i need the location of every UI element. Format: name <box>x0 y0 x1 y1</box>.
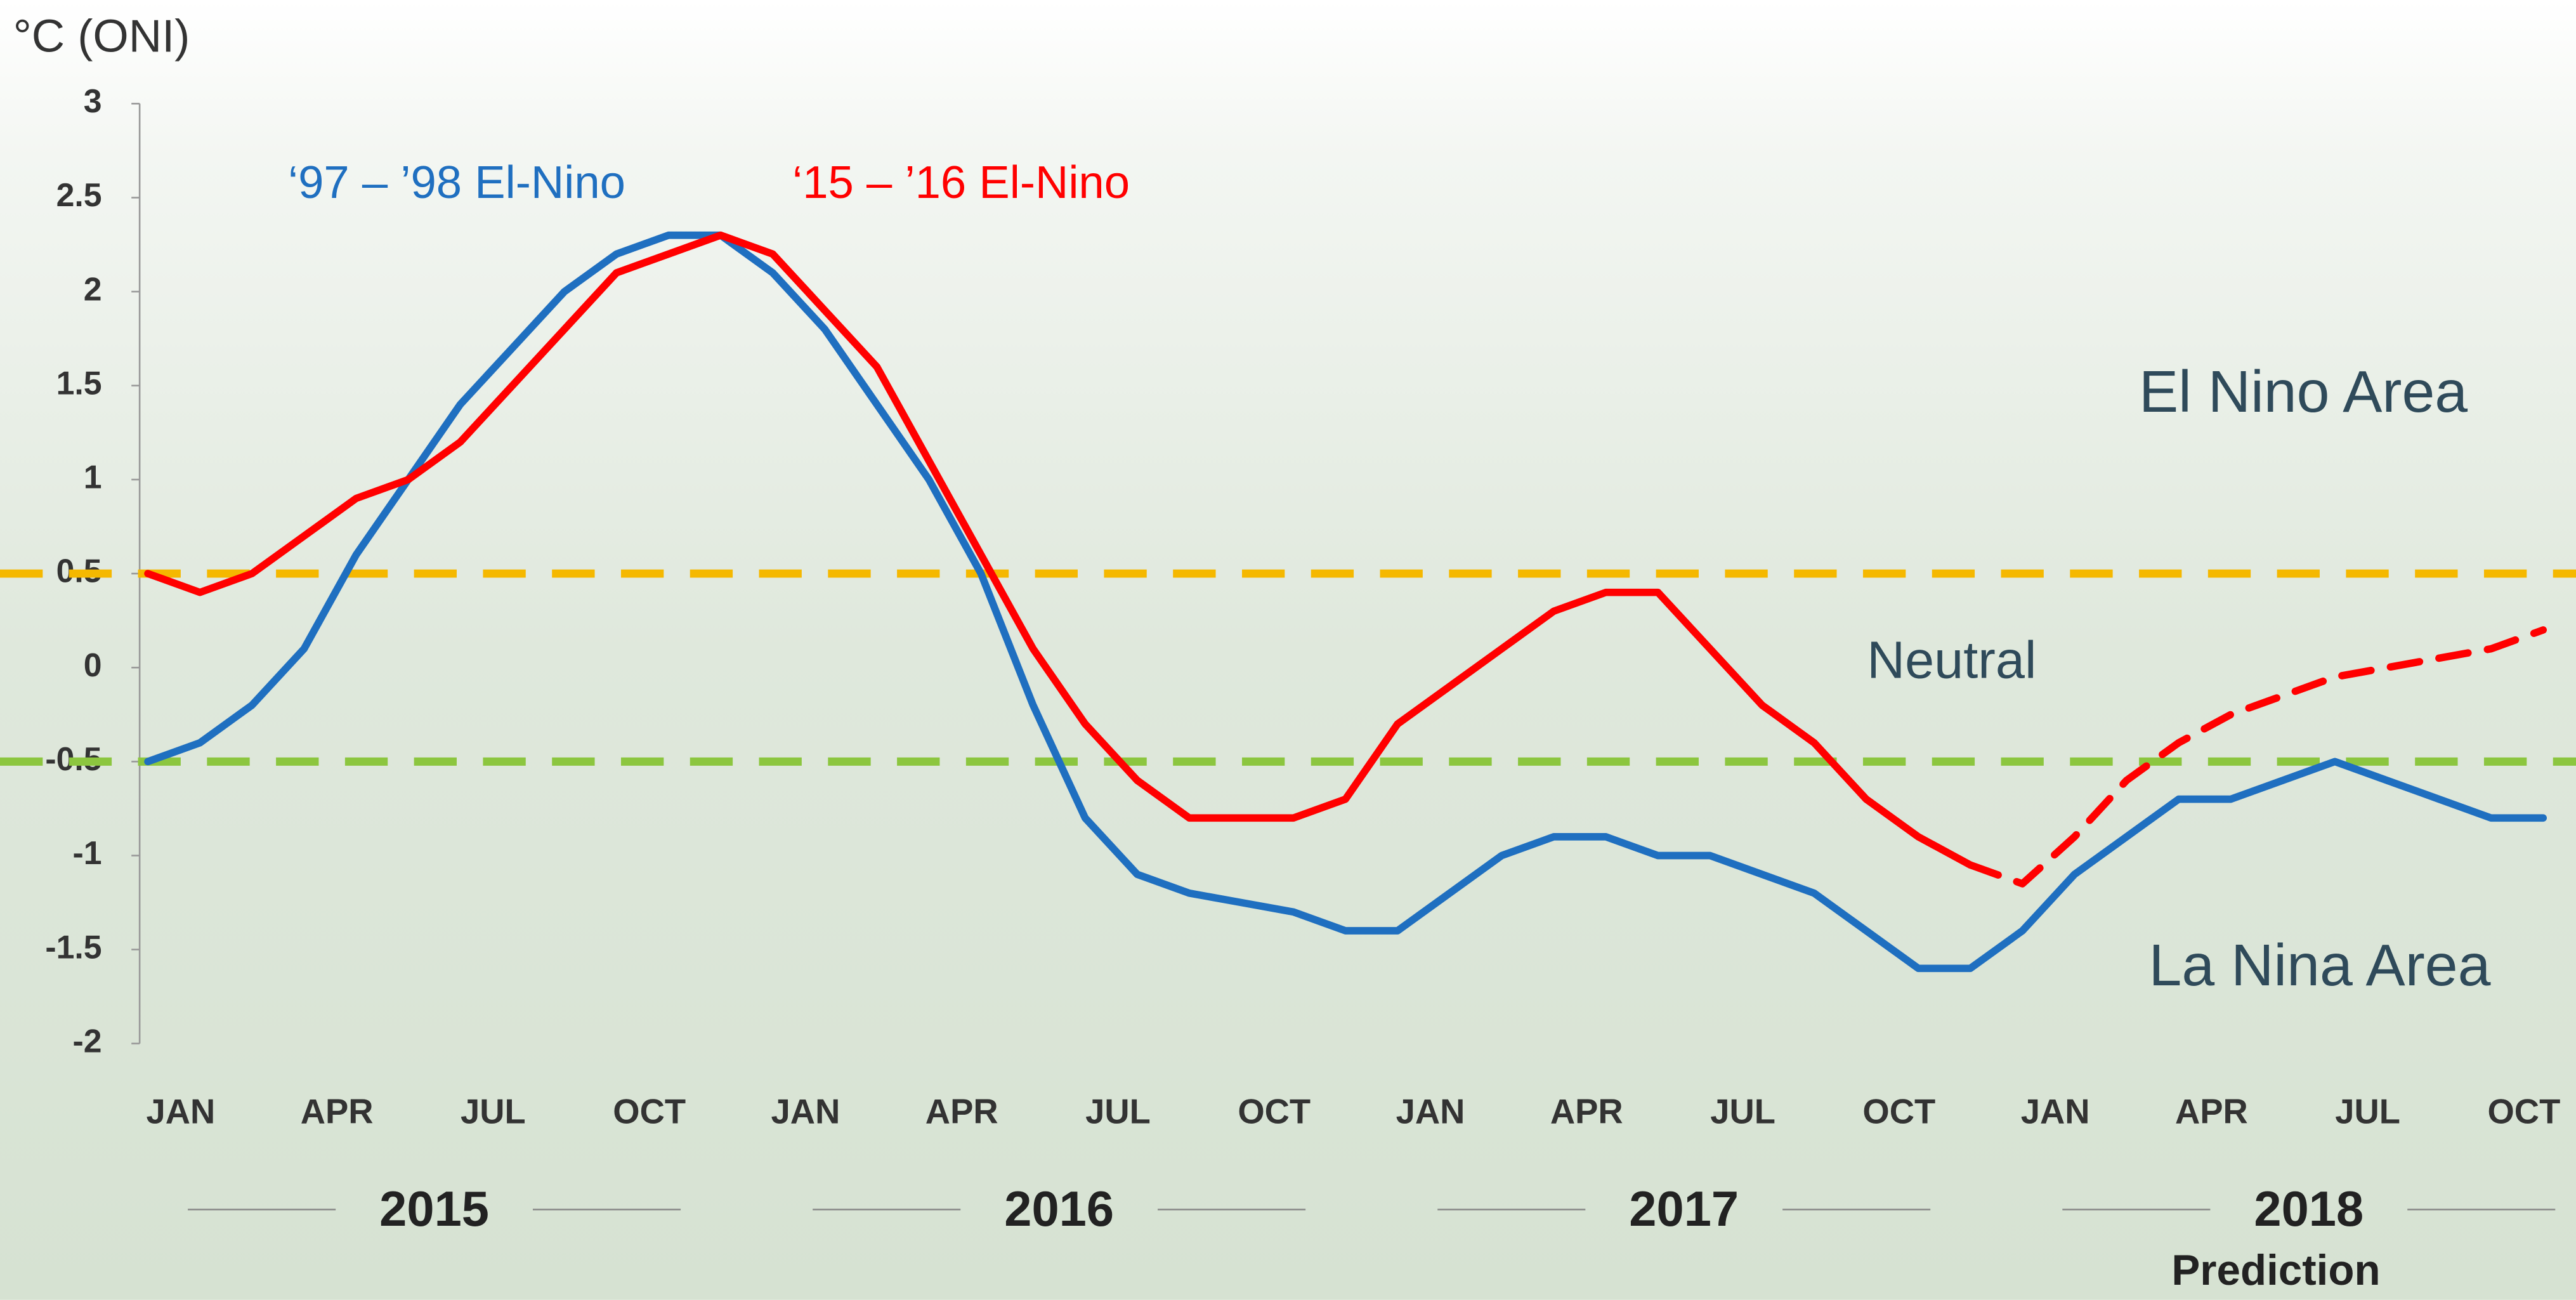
x-tick-label: JUL <box>2335 1093 2400 1131</box>
prediction-label: Prediction <box>2171 1247 2380 1294</box>
y-tick-label: -1 <box>73 834 102 871</box>
y-tick-label: -1.5 <box>45 928 101 965</box>
x-tick-label: JUL <box>1710 1093 1775 1131</box>
y-tick-label: 2 <box>84 270 102 307</box>
legend-entry: ‘15 – ’16 El-Nino <box>792 157 1130 208</box>
year-label: 2018 <box>2254 1182 2364 1237</box>
x-tick-label: JUL <box>461 1093 526 1131</box>
x-tick-label: JAN <box>1396 1093 1465 1131</box>
x-tick-label: JAN <box>147 1093 216 1131</box>
y-tick-label: -2 <box>73 1022 102 1059</box>
x-tick-label: APR <box>1550 1093 1623 1131</box>
y-tick-label: 2.5 <box>56 176 102 213</box>
year-label: 2015 <box>379 1182 489 1237</box>
y-tick-label: 0 <box>84 647 102 683</box>
annotation: Neutral <box>1867 630 2036 689</box>
x-tick-label: APR <box>925 1093 998 1131</box>
year-label: 2016 <box>1004 1182 1114 1237</box>
x-tick-label: APR <box>2175 1093 2248 1131</box>
x-tick-label: APR <box>301 1093 374 1131</box>
x-tick-label: OCT <box>2488 1093 2561 1131</box>
y-tick-label: 1.5 <box>56 364 102 401</box>
series-line <box>144 231 1975 869</box>
series-line <box>144 231 2547 973</box>
x-tick-label: OCT <box>1238 1093 1311 1131</box>
annotation: La Nina Area <box>2148 932 2490 998</box>
x-tick-label: OCT <box>613 1093 686 1131</box>
x-tick-label: OCT <box>1862 1093 1935 1131</box>
x-tick-label: JUL <box>1085 1093 1151 1131</box>
y-axis-label: °C (ONI) <box>13 10 190 62</box>
legend-entry: ‘97 – ’98 El-Nino <box>288 157 625 208</box>
series-line <box>1966 626 2547 888</box>
x-tick-label: JAN <box>2021 1093 2090 1131</box>
y-tick-label: 3 <box>84 82 102 119</box>
annotation: El Nino Area <box>2139 358 2468 424</box>
x-tick-label: JAN <box>771 1093 840 1131</box>
year-label: 2017 <box>1629 1182 1739 1237</box>
y-tick-label: 1 <box>84 459 102 496</box>
